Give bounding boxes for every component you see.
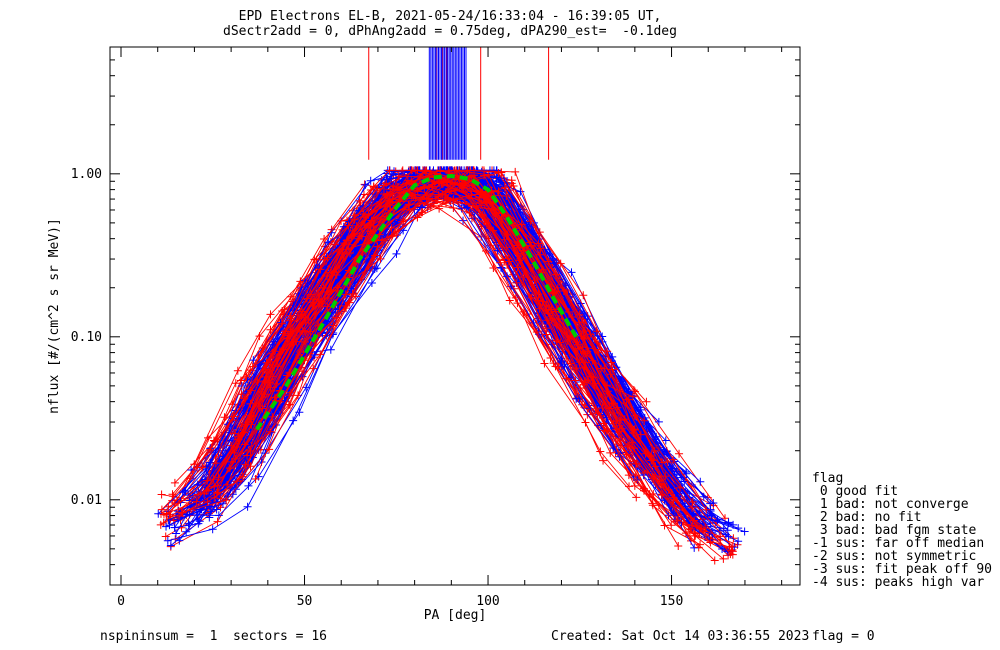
data-point-marker <box>254 401 263 410</box>
spectrum-blue-17 <box>171 167 708 538</box>
plot-frame <box>109 46 801 586</box>
data-point-marker <box>210 493 219 502</box>
spectrum-line <box>257 174 634 434</box>
spectrum-red-29 <box>166 185 707 551</box>
spectrum-line <box>246 182 721 537</box>
spectrum-line <box>160 171 738 546</box>
spectrum-red-22 <box>161 189 699 541</box>
data-point-marker <box>193 463 202 472</box>
spectrum-line <box>216 173 700 548</box>
data-point-marker <box>628 392 637 401</box>
data-point-marker <box>676 483 685 492</box>
y-tick-label: 0.10 <box>71 330 102 345</box>
data-point-marker <box>728 542 737 551</box>
data-point-marker <box>719 554 728 563</box>
spectrum-line <box>177 173 712 520</box>
data-point-marker <box>734 537 743 546</box>
legend-item-4: -1 sus: far off median <box>812 536 985 551</box>
data-point-marker <box>740 527 749 536</box>
data-point-marker <box>184 519 193 528</box>
data-point-marker <box>702 505 711 514</box>
data-point-marker <box>734 524 743 533</box>
spectrum-line <box>172 172 672 526</box>
data-point-marker <box>156 520 165 529</box>
data-point-marker <box>231 454 240 463</box>
x-tick-label: 0 <box>117 594 125 609</box>
data-point-marker <box>632 493 641 502</box>
spectrum-blue-53 <box>184 171 686 526</box>
data-point-marker <box>228 490 237 499</box>
data-point-marker <box>205 502 214 511</box>
data-point-marker <box>727 546 736 555</box>
chart-title-line-1: EPD Electrons EL-B, 2021-05-24/16:33:04 … <box>238 9 662 24</box>
legend-item-6: -3 sus: fit peak off 90 <box>812 562 993 577</box>
data-point-marker <box>230 429 239 438</box>
legend-item-2: 2 bad: no fit <box>812 510 922 525</box>
data-point-marker <box>690 516 699 525</box>
x-axis-label: PA [deg] <box>424 608 487 623</box>
footer-flag: flag = 0 <box>812 629 875 644</box>
legend-item-7: -4 sus: peaks high var <box>812 575 985 590</box>
data-point-marker <box>216 494 225 503</box>
data-point-marker <box>710 556 719 565</box>
spectrum-line <box>167 169 701 542</box>
data-point-marker <box>161 532 170 541</box>
data-point-marker <box>162 522 171 531</box>
data-point-marker <box>223 480 232 489</box>
legend-item-5: -2 sus: not symmetric <box>812 549 977 564</box>
spectrum-line <box>182 169 700 525</box>
spectrum-line <box>181 169 641 516</box>
fit-curve <box>255 173 578 431</box>
data-point-marker <box>196 505 205 514</box>
data-point-marker <box>630 444 639 453</box>
spectrum-line <box>246 169 642 456</box>
data-point-marker <box>639 469 648 478</box>
data-point-marker <box>674 541 683 550</box>
legend-item-0: 0 good fit <box>812 484 899 499</box>
y-tick-label: 1.00 <box>71 167 102 182</box>
x-tick-label: 50 <box>297 594 313 609</box>
spectrum-line <box>262 188 637 498</box>
data-point-marker <box>185 520 194 529</box>
data-point-marker <box>166 541 175 550</box>
y-tick-label: 0.01 <box>71 493 102 508</box>
spectrum-line <box>163 182 637 515</box>
legend-item-3: 3 bad: bad fgm state <box>812 523 977 538</box>
data-point-marker <box>707 511 716 520</box>
spectrum-line <box>244 184 681 489</box>
spectrum-line <box>252 169 695 521</box>
legend-title: flag <box>812 471 844 486</box>
data-point-marker <box>214 473 223 482</box>
legend-item-1: 1 bad: not converge <box>812 497 969 512</box>
data-point-marker <box>729 520 738 529</box>
y-axis-label: nflux [#/(cm^2 s sr MeV)] <box>47 218 62 414</box>
data-point-marker <box>157 505 166 514</box>
spectrum-line <box>265 186 693 529</box>
spectrum-blue-69 <box>163 166 705 545</box>
x-tick-label: 100 <box>476 594 499 609</box>
data-point-marker <box>213 435 222 444</box>
data-point-marker <box>174 511 183 520</box>
spectrum-red-49 <box>237 177 710 535</box>
spectrum-line <box>231 181 599 463</box>
spectrum-line <box>218 169 655 478</box>
data-point-marker <box>211 459 220 468</box>
x-tick-label: 150 <box>660 594 683 609</box>
data-point-marker <box>726 550 735 559</box>
footer-nspininsum: nspininsum = 1 sectors = 16 <box>100 629 327 644</box>
data-point-marker <box>640 416 649 425</box>
spectrum-line <box>233 170 732 551</box>
data-point-marker <box>631 459 640 468</box>
footer-created: Created: Sat Oct 14 03:36:55 2023 <box>551 629 810 644</box>
spectrum-line <box>169 179 697 528</box>
spectrum-line <box>181 169 707 514</box>
chart-title-line-2: dSectr2add = 0, dPhAng2add = 0.75deg, dP… <box>223 24 677 39</box>
